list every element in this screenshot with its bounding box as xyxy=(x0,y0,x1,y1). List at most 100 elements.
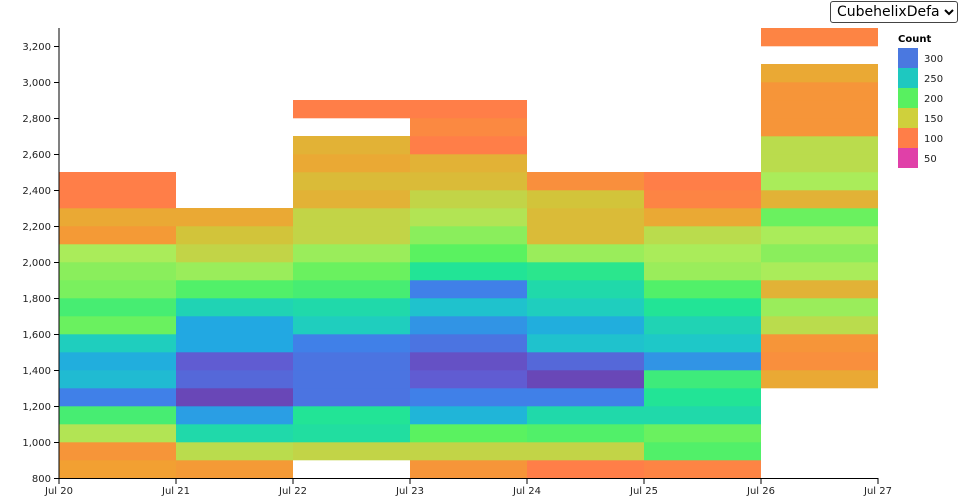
heatmap-cell xyxy=(176,298,293,317)
x-axis: Jul 20 Jul 21 Jul 22 Jul 23 Jul 24 Jul 25 Jul … xyxy=(44,478,892,497)
legend-swatch xyxy=(898,128,918,148)
heatmap-cell xyxy=(761,352,878,371)
heatmap-cell xyxy=(644,352,761,371)
heatmap-cell xyxy=(176,442,293,461)
y-tick-label: 1,800 xyxy=(22,294,51,305)
heatmap-cell xyxy=(644,298,761,317)
heatmap-cell xyxy=(527,370,644,389)
x-tick-label: Jul 22 xyxy=(278,486,307,497)
heatmap-cell xyxy=(176,388,293,407)
x-tick-label: Jul 24 xyxy=(512,486,541,497)
heatmap-cell xyxy=(761,82,878,101)
heatmap-cell xyxy=(293,262,410,281)
heatmap-cell xyxy=(59,460,176,479)
heatmap-cell xyxy=(293,334,410,353)
y-tick-label: 2,200 xyxy=(22,222,51,233)
heatmap-cell xyxy=(59,352,176,371)
heatmap-cell xyxy=(59,280,176,299)
heatmap-cell xyxy=(527,280,644,299)
heatmap-cells xyxy=(59,28,878,479)
heatmap-cell xyxy=(59,316,176,335)
heatmap-cell xyxy=(410,388,527,407)
color-scheme-select[interactable]: CubehelixDefault xyxy=(830,1,958,23)
heatmap-cell xyxy=(59,442,176,461)
legend-label: 300 xyxy=(924,54,943,65)
heatmap-cell xyxy=(527,226,644,245)
heatmap-cell xyxy=(644,370,761,389)
heatmap-cell xyxy=(527,316,644,335)
heatmap-cell xyxy=(293,208,410,227)
legend-swatch xyxy=(898,68,918,88)
heatmap-cell xyxy=(410,244,527,263)
legend-swatch xyxy=(898,88,918,108)
heatmap-cell xyxy=(59,334,176,353)
x-tick-label: Jul 21 xyxy=(161,486,190,497)
x-tick-label: Jul 23 xyxy=(395,486,424,497)
heatmap-cell xyxy=(410,226,527,245)
heatmap-cell xyxy=(410,298,527,317)
heatmap-cell xyxy=(410,172,527,191)
heatmap-cell xyxy=(293,424,410,443)
heatmap-cell xyxy=(293,100,410,119)
heatmap-cell xyxy=(176,406,293,425)
legend-swatch xyxy=(898,148,918,168)
heatmap-cell xyxy=(293,280,410,299)
heatmap-cell xyxy=(176,316,293,335)
heatmap-cell xyxy=(644,316,761,335)
heatmap-cell xyxy=(644,280,761,299)
x-tick-label: Jul 20 xyxy=(44,486,73,497)
heatmap-cell xyxy=(293,190,410,209)
heatmap-cell xyxy=(761,190,878,209)
x-tick-label: Jul 27 xyxy=(863,486,892,497)
heatmap-cell xyxy=(644,460,761,479)
legend-items: 300 250 200 150 100 50 xyxy=(898,48,943,168)
heatmap-cell xyxy=(293,388,410,407)
heatmap-cell xyxy=(59,226,176,245)
legend-title: Count xyxy=(898,34,931,45)
heatmap-cell xyxy=(410,424,527,443)
heatmap-cell xyxy=(644,172,761,191)
heatmap-cell xyxy=(410,316,527,335)
heatmap-cell xyxy=(410,136,527,155)
heatmap-cell xyxy=(527,442,644,461)
heatmap-cell xyxy=(644,190,761,209)
heatmap-cell xyxy=(410,154,527,173)
heatmap-cell xyxy=(293,136,410,155)
y-tick-label: 1,400 xyxy=(22,366,51,377)
heatmap-cell xyxy=(59,190,176,209)
heatmap-cell xyxy=(59,244,176,263)
y-tick-label: 2,400 xyxy=(22,186,51,197)
heatmap-cell xyxy=(761,136,878,155)
heatmap-cell xyxy=(293,406,410,425)
legend-label: 250 xyxy=(924,74,943,85)
heatmap-cell xyxy=(527,424,644,443)
legend-label: 150 xyxy=(924,114,943,125)
heatmap-cell xyxy=(761,172,878,191)
x-tick-label: Jul 26 xyxy=(746,486,775,497)
heatmap-cell xyxy=(644,244,761,263)
heatmap-cell xyxy=(761,154,878,173)
heatmap-cell xyxy=(761,298,878,317)
heatmap-cell xyxy=(410,370,527,389)
heatmap-cell xyxy=(527,460,644,479)
heatmap-cell xyxy=(410,100,527,119)
heatmap-cell xyxy=(293,370,410,389)
heatmap-cell xyxy=(644,262,761,281)
heatmap-cell xyxy=(527,334,644,353)
heatmap-cell xyxy=(527,172,644,191)
y-tick-label: 2,800 xyxy=(22,114,51,125)
heatmap-cell xyxy=(644,334,761,353)
y-tick-label: 1,600 xyxy=(22,330,51,341)
heatmap-cell xyxy=(761,244,878,263)
heatmap-cell xyxy=(59,388,176,407)
heatmap-cell xyxy=(293,226,410,245)
heatmap-cell xyxy=(176,460,293,479)
heatmap-cell xyxy=(761,316,878,335)
heatmap-cell xyxy=(176,334,293,353)
y-axis: 800 1,000 1,200 1,400 1,600 1,800 2,000 2,200 2,… xyxy=(22,28,60,485)
heatmap-cell xyxy=(59,298,176,317)
y-tick-label: 800 xyxy=(32,474,51,485)
heatmap-cell xyxy=(644,208,761,227)
heatmap-cell xyxy=(644,226,761,245)
